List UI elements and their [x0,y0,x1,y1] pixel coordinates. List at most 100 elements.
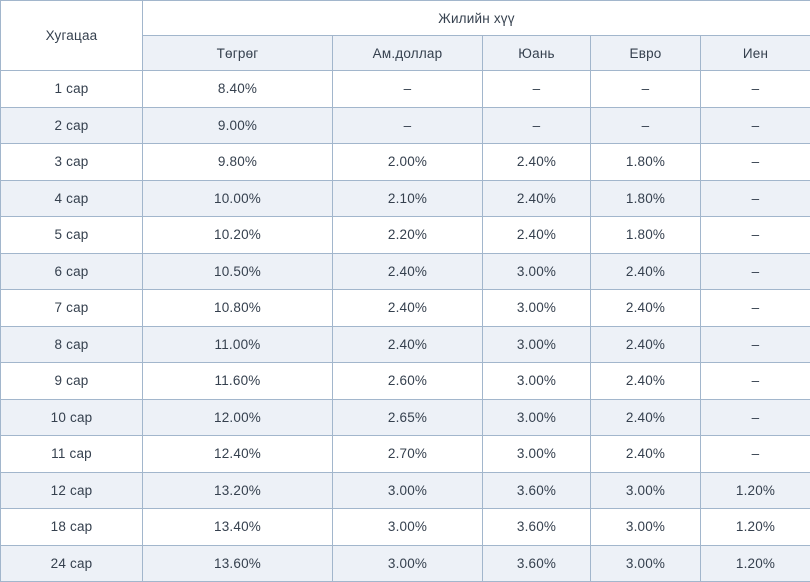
rate-cell: 1.20% [700,471,810,509]
rate-cell: 3.00% [482,289,591,327]
rate-cell: – [590,106,701,144]
rate-cell: 2.40% [482,179,591,217]
rate-cell: 2.00% [332,143,483,181]
duration-cell: 7 сар [0,289,143,327]
rate-cell: 2.40% [590,325,701,363]
rate-cell: 3.60% [482,508,591,546]
rate-cell: 2.40% [590,435,701,473]
rate-cell: 3.00% [590,471,701,509]
table-row: 1 сар 8.40% – – – – [0,70,810,108]
rate-cell: 3.00% [332,508,483,546]
duration-cell: 1 сар [0,70,143,108]
table-row: 9 сар 11.60% 2.60% 3.00% 2.40% – [0,362,810,400]
rate-cell: 11.00% [142,325,333,363]
table-row: 3 сар 9.80% 2.00% 2.40% 1.80% – [0,143,810,181]
rate-cell: 3.00% [482,362,591,400]
rate-cell: 3.00% [332,471,483,509]
rate-cell: – [700,70,810,108]
rate-cell: 2.40% [590,252,701,290]
rate-cell: 13.40% [142,508,333,546]
rate-cell: 2.40% [332,289,483,327]
rate-cell: – [332,70,483,108]
rate-cell: 13.20% [142,471,333,509]
rate-cell: 2.40% [332,325,483,363]
rate-cell: 3.00% [590,508,701,546]
rate-cell: 2.40% [590,398,701,436]
duration-cell: 3 сар [0,143,143,181]
duration-cell: 2 сар [0,106,143,144]
table-row: 4 сар 10.00% 2.10% 2.40% 1.80% – [0,179,810,217]
rate-cell: – [700,362,810,400]
rate-cell: – [700,216,810,254]
rate-cell: 3.00% [482,252,591,290]
rate-cell: 2.40% [482,216,591,254]
rate-cell: 10.80% [142,289,333,327]
rate-cell: 2.10% [332,179,483,217]
rate-cell: – [700,435,810,473]
duration-cell: 11 сар [0,435,143,473]
column-header-yuan: Юань [482,35,591,71]
rate-cell: 13.60% [142,544,333,582]
column-header-annual-interest: Жилийн хүү [142,0,810,36]
header-currency-row: Төгрөг Ам.доллар Юань Евро Иен [1,35,810,71]
rate-cell: 1.80% [590,179,701,217]
rate-cell: 2.60% [332,362,483,400]
column-header-togrog: Төгрөг [142,35,333,71]
table-row: 2 сар 9.00% – – – – [0,106,810,144]
table-row: 8 сар 11.00% 2.40% 3.00% 2.40% – [0,325,810,363]
duration-cell: 4 сар [0,179,143,217]
rate-cell: 2.40% [590,289,701,327]
rate-cell: 10.20% [142,216,333,254]
column-header-usd: Ам.доллар [332,35,483,71]
rate-cell: – [590,70,701,108]
rate-cell: – [332,106,483,144]
duration-cell: 24 сар [0,544,143,582]
duration-cell: 8 сар [0,325,143,363]
column-header-duration: Хугацаа [0,0,143,71]
rate-cell: 2.70% [332,435,483,473]
header-group-row: Хугацаа Жилийн хүү [0,0,810,71]
rate-cell: 10.50% [142,252,333,290]
rate-cell: 12.40% [142,435,333,473]
rate-cell: 1.80% [590,143,701,181]
table-header: Хугацаа Жилийн хүү Төгрөг Ам.доллар Юань… [0,0,810,71]
rate-cell: – [700,143,810,181]
duration-cell: 18 сар [0,508,143,546]
rate-cell: 9.80% [142,143,333,181]
rate-cell: – [700,289,810,327]
rate-cell: 3.00% [482,435,591,473]
duration-cell: 6 сар [0,252,143,290]
table-body: 1 сар 8.40% – – – –2 сар 9.00% – – – –3 сар 9.80% 2.… [0,70,810,582]
rate-cell: 1.20% [700,544,810,582]
duration-cell: 10 сар [0,398,143,436]
rate-cell: 3.00% [482,398,591,436]
duration-cell: 12 сар [0,471,143,509]
rate-cell: – [700,325,810,363]
rate-cell: 3.00% [482,325,591,363]
table-row: 7 сар 10.80% 2.40% 3.00% 2.40% – [0,289,810,327]
rate-cell: 8.40% [142,70,333,108]
rate-cell: 2.40% [590,362,701,400]
rate-cell: 3.00% [590,544,701,582]
rate-cell: – [700,179,810,217]
table-row: 18 сар 13.40% 3.00% 3.60% 3.00% 1.20% [0,508,810,546]
duration-cell: 5 сар [0,216,143,254]
duration-cell: 9 сар [0,362,143,400]
rate-cell: 10.00% [142,179,333,217]
rate-cell: – [700,106,810,144]
rate-cell: – [482,70,591,108]
rate-cell: 11.60% [142,362,333,400]
rate-cell: 9.00% [142,106,333,144]
rate-cell: 2.40% [332,252,483,290]
rate-cell: – [700,398,810,436]
rate-cell: – [700,252,810,290]
rate-cell: 3.00% [332,544,483,582]
table-row: 6 сар 10.50% 2.40% 3.00% 2.40% – [0,252,810,290]
rate-cell: – [482,106,591,144]
rate-cell: 2.20% [332,216,483,254]
rate-cell: 12.00% [142,398,333,436]
table-row: 11 сар 12.40% 2.70% 3.00% 2.40% – [0,435,810,473]
rate-cell: 2.65% [332,398,483,436]
column-header-yen: Иен [700,35,810,71]
